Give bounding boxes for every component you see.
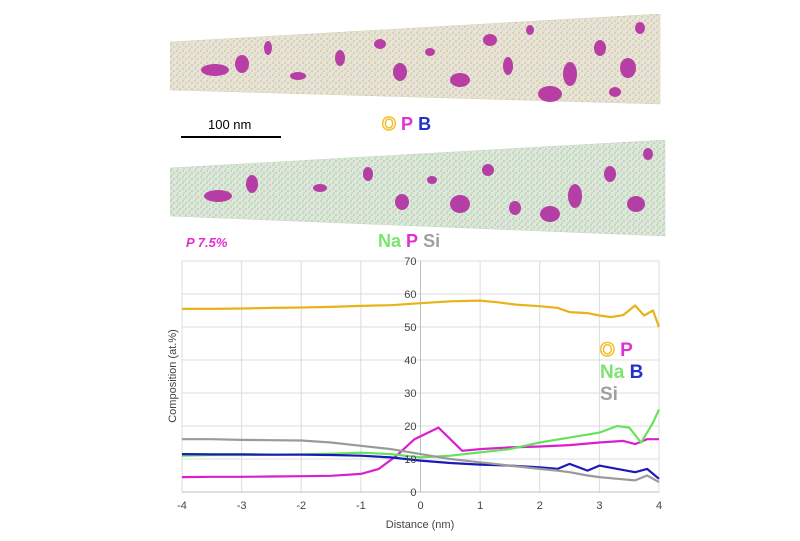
x-tick-label: -4 <box>177 500 187 512</box>
y-tick-label: 40 <box>404 355 416 367</box>
series-line-si <box>182 438 660 484</box>
y-tick-label: 10 <box>404 454 416 466</box>
legend-na: Na <box>600 362 625 383</box>
legend-si: Si <box>600 384 618 405</box>
top-reconstruction-image <box>170 14 661 105</box>
chart-legend-row-1: O P <box>599 339 643 362</box>
top-legend-p: P <box>401 114 414 134</box>
x-axis-label: Distance (nm) <box>386 519 454 531</box>
scale-bar <box>181 136 281 138</box>
y-tick-label: 50 <box>404 322 416 334</box>
series-line-b <box>181 453 660 480</box>
middle-reconstruction-image <box>170 140 666 237</box>
x-tick-label: 4 <box>656 500 662 512</box>
series-line-o <box>182 299 661 328</box>
scale-bar-label: 100 nm <box>208 117 252 132</box>
legend-b: B <box>629 362 644 383</box>
p-concentration-label: P 7.5% <box>186 235 228 250</box>
y-tick-label: 70 <box>404 256 416 268</box>
y-tick-label: 30 <box>404 388 416 400</box>
mid-legend-na: Na <box>378 231 402 251</box>
chart-legend-row-3: Si <box>600 384 643 406</box>
x-tick-label: 1 <box>477 500 483 512</box>
chart-legend: O P Na B Si <box>599 339 643 406</box>
mid-legend: Na P Si <box>378 231 440 252</box>
chart-legend-row-2: Na B <box>600 362 643 384</box>
y-tick-label: 0 <box>410 487 416 499</box>
y-axis-label: Composition (at.%) <box>167 329 179 423</box>
x-tick-label: -3 <box>237 500 247 512</box>
x-tick-label: 3 <box>596 500 602 512</box>
top-legend-b: B <box>418 114 432 134</box>
x-tick-label: -2 <box>296 500 306 512</box>
chart-ticks: 0 10 20 30 40 50 60 70 -4 -3 -2 -1 0 1 2 3 4 <box>177 256 662 512</box>
legend-o: O <box>599 339 615 362</box>
legend-p: P <box>620 340 633 361</box>
y-tick-label: 60 <box>404 289 416 301</box>
chart-series <box>181 299 661 484</box>
top-legend-o: O <box>381 113 397 135</box>
series-line-p <box>181 426 659 479</box>
y-tick-label: 20 <box>404 421 416 433</box>
mid-legend-si: Si <box>423 231 441 251</box>
top-legend: O P B <box>381 113 432 135</box>
mid-legend-p: P <box>406 231 419 251</box>
x-tick-label: 0 <box>417 500 423 512</box>
x-tick-label: 2 <box>537 500 543 512</box>
x-tick-label: -1 <box>356 500 366 512</box>
